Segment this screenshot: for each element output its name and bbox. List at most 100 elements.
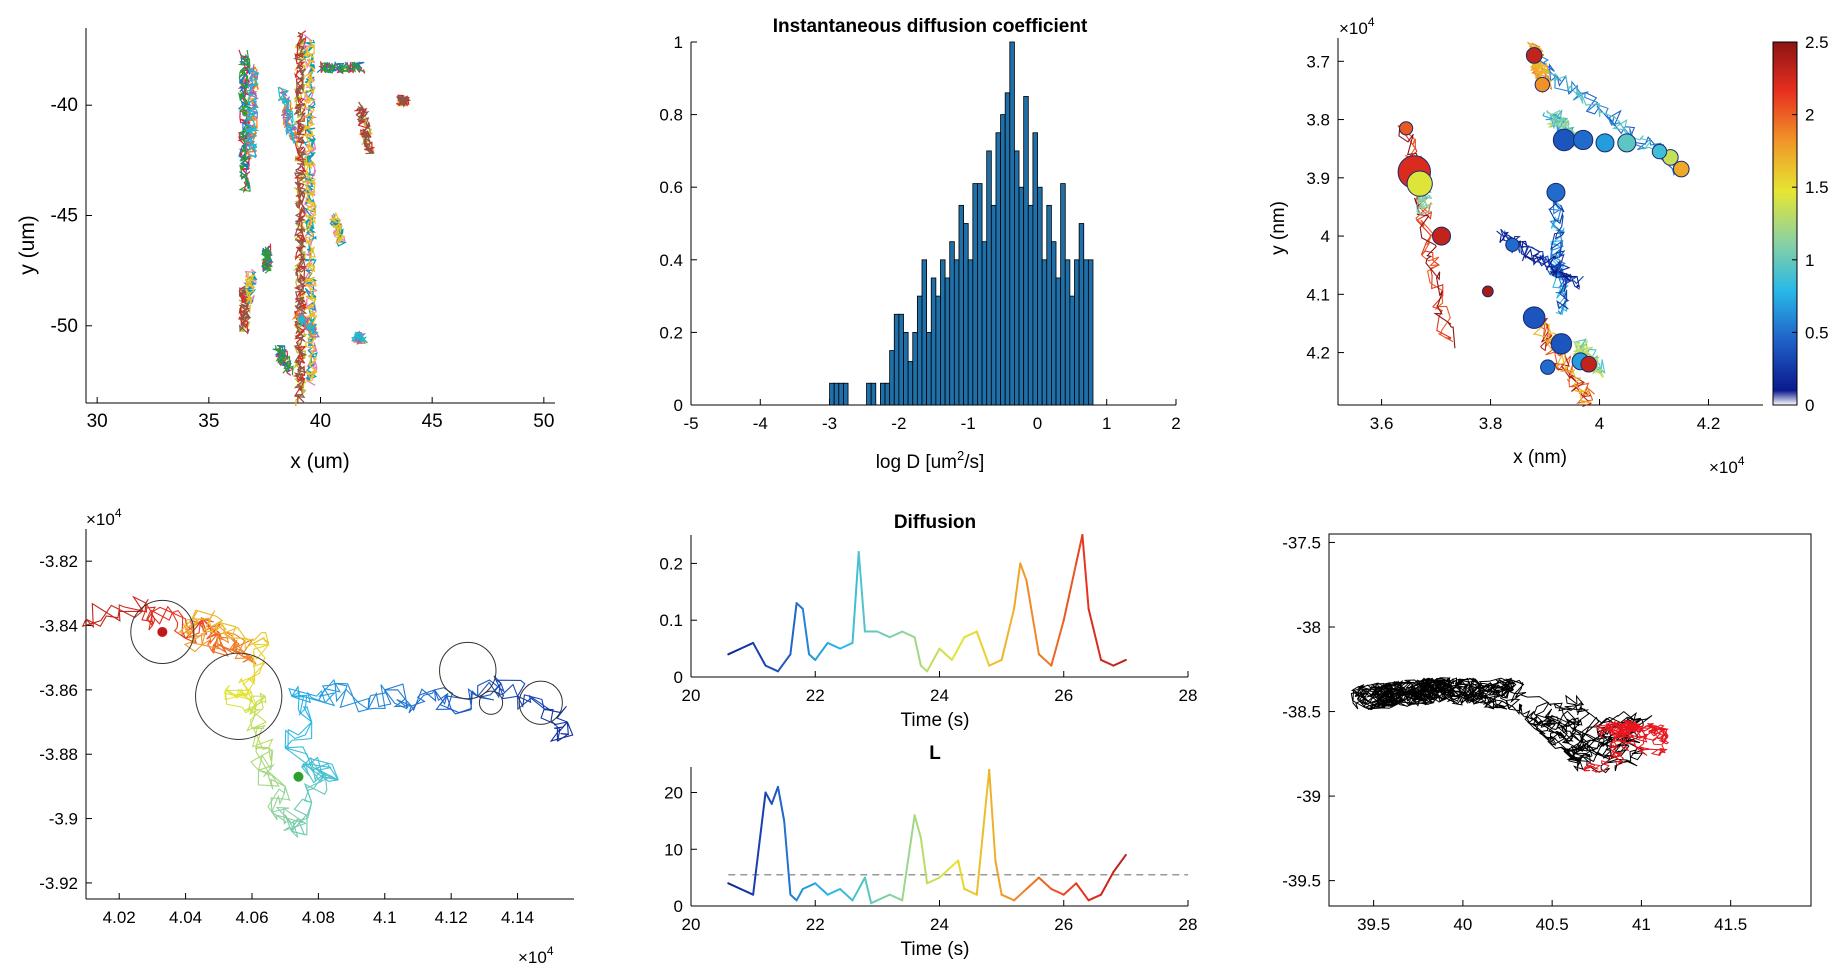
trajectory-segment [183,628,203,653]
trace-segment [851,876,866,902]
trajectory-segment [291,691,313,723]
trajectory-segment [284,721,313,749]
y-tick-label: 0.2 [659,323,683,342]
trace-segment [888,893,904,902]
tracks-colored-panel: x (nm) y (nm) ×104 ×104 3.6 3.8 4 4.2 3.7 3.8… [1268,15,1829,477]
trajectory-segment [231,641,253,663]
y-tick-label: -45 [51,206,78,227]
trace-segment [963,887,978,896]
trajectory-segment [271,786,286,813]
trace-segment [1025,876,1040,890]
x-tick-label: 4.12 [435,908,468,927]
panel-d-x-exponent: ×104 [518,944,554,967]
histogram-bar [981,241,988,406]
histogram-bar [916,295,923,406]
track-line [328,211,346,245]
trajectory-segment [211,636,236,657]
y-tick-label: 3.7 [1306,52,1330,71]
trace-segment [1037,876,1053,890]
y-tick-label: 0.6 [659,178,683,197]
trajectory-segment [232,639,257,665]
trajectory-segment [544,708,568,731]
y-tick-label: -3.86 [39,681,78,700]
x-tick-label: 24 [930,915,949,934]
trajectory-segment [318,678,337,704]
diffusion-circle [1432,226,1452,246]
diffusion-circle [1595,133,1615,153]
trace-segment [913,636,922,667]
trajectory-segment [85,602,121,629]
histogram-bar [1064,259,1071,406]
y-tick-label: -39.5 [1282,872,1321,891]
trajectory-segment [384,689,412,708]
trajectory-overlay-panel: 39.5 40 40.5 41 41.5 -37.5 -38 -38.5 -39 -39.5 [1282,533,1812,934]
trajectory-segment [334,682,369,713]
histogram-bar [1074,259,1080,406]
trajectory-segment [225,688,246,699]
trajectory-segment [517,694,545,710]
trace-segment [888,630,904,639]
histogram-bar [1078,223,1085,406]
colorbar-tick-label: 0 [1805,396,1814,415]
histogram-bar [986,150,992,406]
y-tick-label: 1 [674,33,683,52]
y-tick-label: -38.5 [1282,703,1321,722]
colored-track-line [1549,194,1569,315]
trajectory-segment [291,695,313,723]
trace-segment [1062,562,1078,622]
trajectory-segment [185,628,207,645]
histogram-bar [949,241,955,406]
x-tick-label: 4.2 [1697,414,1721,433]
trajectory-segment [410,688,437,712]
trace-segment [808,653,817,661]
trajectory-segment [368,684,386,710]
histogram-bar [990,204,997,406]
colored-track-line [1527,57,1687,172]
trajectory-segment [291,692,326,704]
histogram-bar [1046,204,1052,406]
trajectory-segment [81,604,120,628]
trajectory-segment [192,617,220,633]
diffusion-circle [1505,237,1520,252]
trajectory-segment [251,725,274,749]
trace-segment [727,647,742,656]
trajectory-segment [495,679,526,697]
trajectory-segment [251,643,269,678]
x-tick-label: 20 [682,686,701,705]
tracks-overview-panel: x (um) y (um) 30 35 40 45 50 -40 -45 -50 [16,28,555,473]
trajectory-segment [367,689,386,710]
trace-segment [901,814,916,902]
diffusion-circle [1552,128,1576,152]
trace-segment [795,602,804,610]
L-trace-panel: L Time (s) 20 22 24 26 28 0 10 20 [664,743,1197,960]
histogram-bar [1027,204,1034,406]
trace-segment [789,602,798,656]
panel-c-x-exponent: ×104 [1709,454,1745,477]
trace-segment [938,647,953,661]
y-tick-label: -40 [51,95,78,116]
histogram-bar [953,259,960,406]
trajectory-segment [250,747,273,771]
L-xlabel: Time (s) [901,939,970,960]
trace-segment [1075,534,1084,565]
panel-c-xlabel: x (nm) [1513,447,1567,468]
track-line [237,49,253,192]
L-title: L [929,743,941,764]
trace-segment [739,641,755,650]
trace-segment [839,641,854,650]
trace-segment [963,630,978,639]
colorbar-tick-label: 1.5 [1805,178,1829,197]
panel-a-ylabel: y (um) [16,215,39,275]
y-tick-label: 4.2 [1306,344,1330,363]
histogram-title: Instantaneous diffusion coefficient [773,16,1088,37]
trajectory-segment [224,689,251,701]
histogram-bar [972,183,978,406]
histogram-bar [1083,259,1089,406]
track-line [260,246,273,274]
trajectory-segment [384,689,412,710]
trajectory-segment [218,621,246,639]
trajectory-segment [291,802,313,836]
trajectory-detail-panel: ×104 ×104 4.02 4.04 4.06 4.08 4.1 4.12 4.14 -3.… [39,506,574,967]
trace-segment [919,664,929,673]
trace-segment [901,630,916,639]
